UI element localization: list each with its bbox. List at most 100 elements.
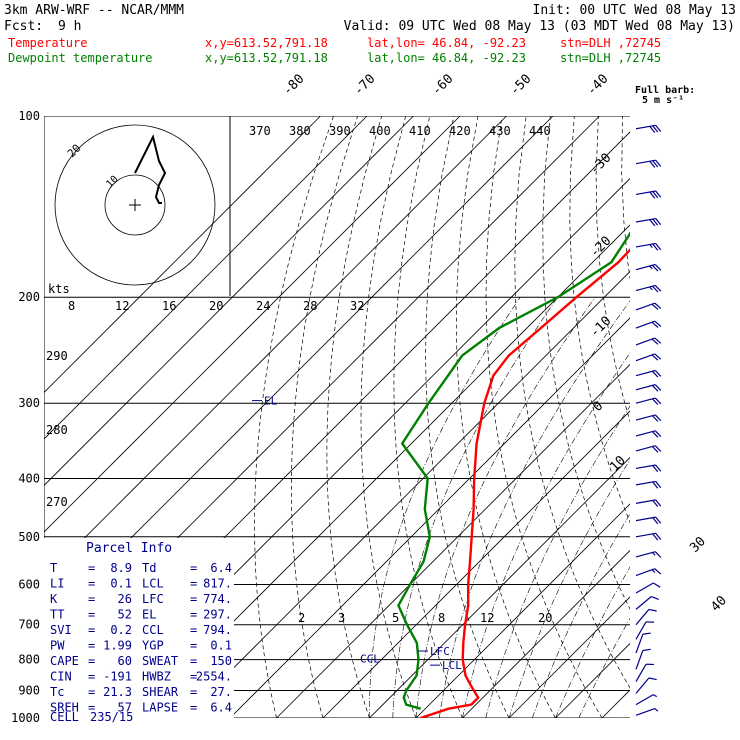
- wind-barb: [635, 353, 662, 362]
- dry-adiabat: [360, 116, 417, 718]
- parcel-label: LI: [50, 577, 64, 591]
- parcel-equals: =: [190, 623, 197, 637]
- isotherm-label: -50: [507, 72, 534, 99]
- parcel-value: 21.3: [103, 685, 132, 699]
- wind-barb: [635, 648, 651, 670]
- dewpoint-trace: [397, 231, 630, 710]
- barb-staff: [635, 337, 655, 346]
- parcel-equals: =: [88, 639, 95, 653]
- speed-tick-label: 16: [162, 299, 176, 313]
- barb-staff: [635, 430, 656, 437]
- wind-barb: [635, 190, 662, 199]
- barb-staff: [635, 694, 654, 706]
- parcel-value: 1.99: [103, 639, 132, 653]
- parcel-value: 27.: [210, 685, 232, 699]
- parcel-label: Td: [142, 561, 156, 575]
- moist-adiabat: [415, 297, 596, 718]
- moist-adiabat: [392, 297, 558, 718]
- barb-staff: [635, 707, 655, 716]
- wind-barb: [635, 582, 661, 594]
- moist-adiabat: [555, 566, 630, 718]
- wind-barb: [635, 337, 662, 346]
- theta-label: 270: [46, 495, 68, 509]
- isotherm: [508, 596, 630, 718]
- wind-barb: [635, 369, 662, 378]
- isotherm: [462, 549, 630, 718]
- barb-flag: [651, 398, 659, 406]
- dewpoint-latlon: lat,lon= 46.84, -92.23: [367, 51, 526, 65]
- barb-flag: [649, 160, 656, 168]
- parcel-label: LCL: [142, 577, 164, 591]
- wind-barb: [635, 516, 662, 525]
- barb-flag: [655, 159, 662, 167]
- isotherm: [44, 116, 321, 394]
- hodograph-ring-outer: [54, 124, 216, 286]
- parcel-label: YGP: [142, 639, 164, 653]
- pressure-tick-label: 600: [18, 577, 40, 591]
- marker-el: EL: [264, 395, 278, 408]
- wind-barb: [635, 694, 658, 706]
- dry-adiabat: [393, 116, 463, 718]
- barb-staff: [635, 464, 656, 470]
- isotherm-label: -40: [584, 72, 611, 99]
- parcel-label: SVI: [50, 623, 72, 637]
- temperature-xy: x,y=613.52,791.18: [205, 36, 328, 50]
- barb-staff: [635, 284, 656, 292]
- wind-barb: [635, 621, 655, 640]
- parcel-equals: =: [88, 577, 95, 591]
- hodograph-units: kts: [48, 282, 70, 296]
- barb-flag: [649, 219, 656, 227]
- parcel-label: CAPE: [50, 654, 79, 668]
- hodograph-ring-inner: [104, 174, 166, 236]
- parcel-value: -191: [103, 670, 132, 684]
- wind-barb: [635, 632, 651, 654]
- parcel-value: 8.9: [110, 561, 132, 575]
- barb-flag: [652, 517, 659, 525]
- barb-staff: [635, 621, 647, 640]
- wind-barb: [635, 217, 662, 227]
- barb-staff: [635, 445, 656, 452]
- barb-staff: [635, 516, 656, 522]
- parcel-label: SREH: [50, 701, 79, 715]
- theta-e-label: 440: [529, 124, 551, 138]
- barb-flag: [652, 481, 659, 489]
- isotherm-label: 40: [708, 593, 730, 615]
- mixing-ratio-label: 8: [438, 611, 445, 625]
- wind-barb: [635, 320, 662, 329]
- wind-barb: [635, 663, 655, 682]
- valid-time: Valid: 09 UTC Wed 08 May 13 (03 MDT Wed …: [344, 19, 735, 34]
- barb-flag: [651, 385, 659, 392]
- wind-barb: [635, 397, 662, 406]
- barb-staff: [635, 677, 650, 694]
- dry-adiabat: [326, 116, 383, 718]
- full-barb-value: 5 m s⁻¹: [642, 95, 684, 106]
- forecast-label: Fcst:: [4, 19, 43, 34]
- parcel-value: 2554.: [196, 670, 232, 684]
- parcel-label: Tc: [50, 685, 64, 699]
- parcel-value: 774.: [203, 592, 232, 606]
- pressure-tick-label: 400: [18, 471, 40, 485]
- parcel-equals: =: [88, 592, 95, 606]
- parcel-label: SWEAT: [142, 654, 178, 668]
- parcel-cell-label: CELL: [50, 710, 79, 724]
- barb-flag: [649, 244, 653, 248]
- theta-e-label: 420: [449, 124, 471, 138]
- parcel-value: 0.1: [210, 639, 232, 653]
- barb-flag: [651, 446, 659, 453]
- barb-flag: [654, 551, 662, 558]
- barb-flag: [648, 608, 657, 612]
- hodograph: 20 10 kts 8 12 16 20 24 28 32: [48, 116, 364, 313]
- barb-flag: [655, 481, 662, 489]
- barb-staff: [635, 634, 644, 654]
- parcel-equals: =: [190, 639, 197, 653]
- temperature-station: stn=DLH ,72745: [560, 36, 661, 50]
- isotherm: [44, 116, 461, 533]
- parcel-equals: =: [88, 654, 95, 668]
- isotherm: [44, 116, 507, 580]
- barb-flag: [651, 431, 659, 438]
- isotherm-label: -70: [351, 72, 378, 99]
- isotherm-label: 10: [607, 453, 629, 475]
- dewpoint-xy: x,y=613.52,791.18: [205, 51, 328, 65]
- parcel-equals: =: [88, 561, 95, 575]
- marker-lfc: LFC: [430, 645, 450, 658]
